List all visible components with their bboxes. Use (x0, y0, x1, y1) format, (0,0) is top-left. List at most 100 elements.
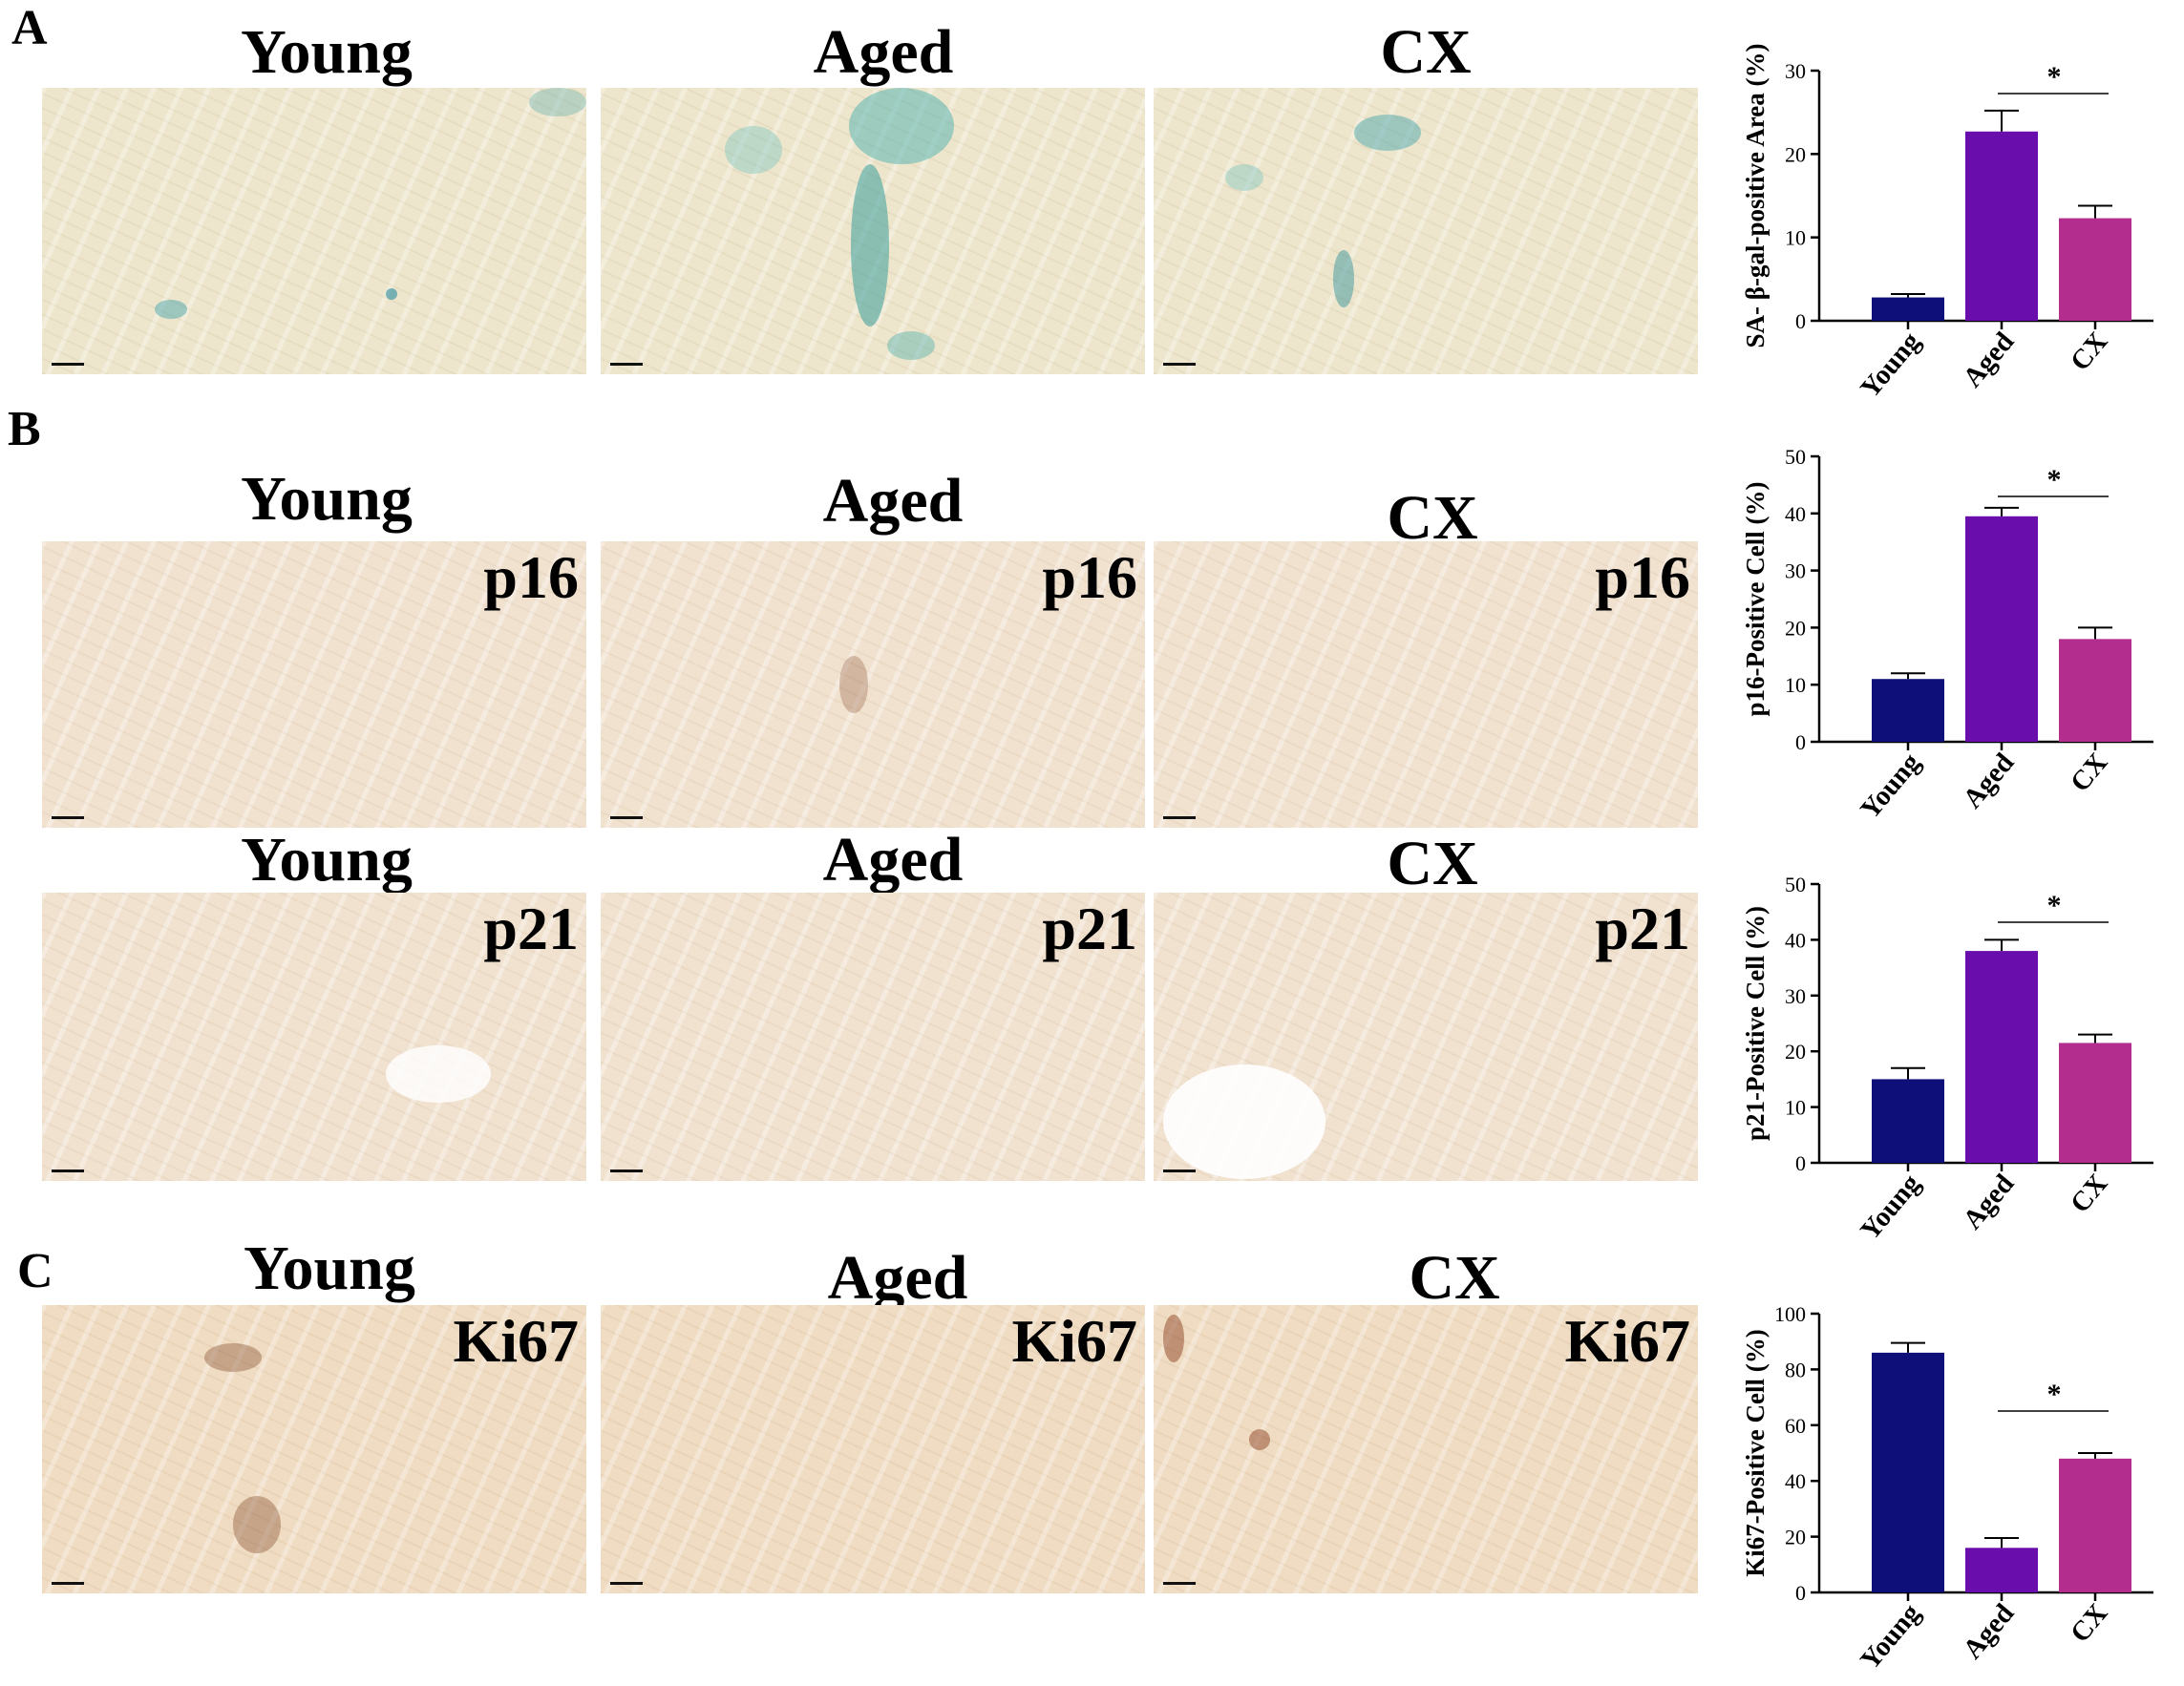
panel-label-c: C (17, 1244, 53, 1298)
scale-bar (1163, 1170, 1196, 1172)
stain-spot (725, 126, 782, 174)
panel-b-title-cx-1: CX (1387, 483, 1478, 553)
y-tick-label: 30 (1785, 59, 1806, 83)
chart-p16: 0 10 20 30 40 50 p16-Positive Cell (%) Young Age… (1741, 445, 2153, 825)
bar-aged (1965, 131, 2038, 321)
panel-label-a: A (11, 1, 48, 55)
scale-bar (1163, 816, 1196, 819)
scale-bar (52, 816, 84, 819)
panel-a-title-aged: Aged (813, 17, 954, 87)
x-tick-label: Young (1855, 1598, 1927, 1675)
tissue-gap (386, 1045, 491, 1103)
x-tick-label: CX (2065, 1169, 2113, 1219)
marker-label: p21 (1042, 895, 1137, 962)
micrograph-c-ki67-aged: Ki67 (601, 1305, 1145, 1593)
bar-cx (2059, 639, 2131, 742)
x-tick-label: Aged (1957, 1598, 2020, 1665)
stain-spot (233, 1496, 281, 1553)
tissue-gap (1163, 1064, 1325, 1179)
bar-cx (2059, 1458, 2131, 1592)
marker-label: p21 (1595, 895, 1690, 962)
scale-bar (610, 1582, 643, 1585)
y-axis-label: Ki67-Positive Cell (%) (1741, 1329, 1770, 1576)
significance-marker: * (2047, 61, 2062, 93)
stain-spot (204, 1343, 262, 1372)
panel-c-title-cx: CX (1409, 1243, 1500, 1313)
marker-label: p21 (483, 895, 579, 962)
panel-b-title-young-1: Young (241, 464, 413, 534)
micrograph-b-p16-cx: p16 (1154, 541, 1698, 828)
y-tick-label: 0 (1795, 730, 1806, 754)
stain-spot (155, 300, 187, 319)
panel-c-title-aged: Aged (827, 1243, 968, 1313)
micrograph-c-ki67-young: Ki67 (42, 1305, 586, 1593)
micrograph-a-aged (601, 88, 1145, 374)
bar-aged (1965, 1548, 2038, 1592)
x-tick-label: Young (1855, 1169, 1927, 1246)
panel-label-b: B (8, 402, 41, 456)
bar-aged (1965, 951, 2038, 1163)
significance-marker: * (2047, 890, 2062, 921)
panel-a-title-cx: CX (1380, 17, 1472, 87)
y-tick-label: 20 (1785, 616, 1806, 640)
bar-aged (1965, 516, 2038, 742)
panel-b-title-aged-2: Aged (822, 825, 964, 895)
x-tick-label: Young (1855, 748, 1927, 825)
y-tick-label: 0 (1795, 1151, 1806, 1175)
marker-label: p16 (1042, 543, 1137, 611)
y-tick-label: 50 (1785, 873, 1806, 896)
chart-p21: 0 10 20 30 40 50 p21-Positive Cell (%) Young Age… (1741, 873, 2153, 1246)
stain-spot (1249, 1429, 1270, 1450)
bar-young (1872, 1079, 1944, 1163)
stain-spot (1163, 1315, 1184, 1362)
stain-spot (849, 88, 954, 164)
y-tick-label: 40 (1785, 1469, 1806, 1493)
y-tick-label: 80 (1785, 1358, 1806, 1381)
marker-label: Ki67 (453, 1307, 579, 1375)
scale-bar (610, 816, 643, 819)
y-tick-label: 10 (1785, 1096, 1806, 1120)
stain-spot (529, 88, 586, 116)
micrograph-b-p21-young: p21 (42, 893, 586, 1181)
y-tick-label: 20 (1785, 1040, 1806, 1064)
stain-spot (851, 164, 889, 327)
y-tick-label: 10 (1785, 673, 1806, 697)
y-tick-label: 30 (1785, 984, 1806, 1008)
scale-bar (1163, 363, 1196, 366)
y-axis-label: p21-Positive Cell (%) (1741, 906, 1770, 1141)
x-tick-label: Aged (1957, 327, 2020, 393)
x-tick-label: CX (2065, 748, 2113, 798)
panel-c-title-young: Young (244, 1233, 415, 1303)
marker-label: p16 (1595, 543, 1690, 611)
y-tick-label: 0 (1795, 309, 1806, 333)
stain-spot (386, 288, 397, 300)
x-tick-label: Aged (1957, 1169, 2020, 1235)
bar-cx (2059, 1043, 2131, 1163)
micrograph-a-cx (1154, 88, 1698, 374)
panel-b-title-cx-2: CX (1387, 829, 1478, 898)
x-tick-label: Young (1855, 327, 1927, 404)
y-axis-label: SA- β-gal-positive Area (%) (1741, 44, 1770, 348)
x-tick-label: CX (2065, 327, 2113, 377)
scale-bar (610, 363, 643, 366)
stain-spot (887, 331, 935, 360)
marker-label: Ki67 (1564, 1307, 1690, 1375)
micrograph-a-young (42, 88, 586, 374)
significance-marker: * (2047, 1379, 2062, 1410)
scale-bar (52, 1582, 84, 1585)
scale-bar (1163, 1582, 1196, 1585)
bar-young (1872, 297, 1944, 321)
stain-spot (1354, 115, 1421, 151)
scale-bar (610, 1170, 643, 1172)
y-tick-label: 60 (1785, 1414, 1806, 1438)
panel-b-title-aged-1: Aged (822, 466, 964, 536)
bar-young (1872, 679, 1944, 742)
marker-label: p16 (483, 543, 579, 611)
y-tick-label: 10 (1785, 226, 1806, 250)
x-tick-label: Aged (1957, 748, 2020, 814)
y-tick-label: 20 (1785, 1526, 1806, 1549)
micrograph-b-p21-aged: p21 (601, 893, 1145, 1181)
y-tick-label: 30 (1785, 559, 1806, 583)
micrograph-b-p16-young: p16 (42, 541, 586, 828)
